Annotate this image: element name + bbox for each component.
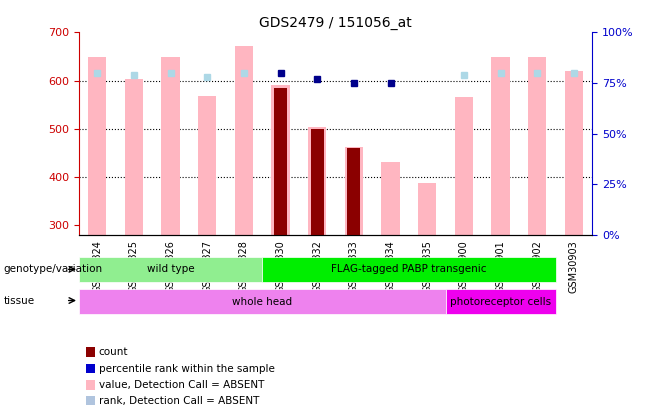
Bar: [198, 96, 216, 235]
Text: wild type: wild type: [147, 264, 194, 274]
FancyBboxPatch shape: [445, 289, 555, 314]
Text: count: count: [99, 347, 128, 357]
Bar: [274, 88, 287, 235]
Bar: [492, 58, 510, 235]
FancyBboxPatch shape: [79, 257, 263, 282]
Bar: [235, 46, 253, 235]
Bar: [382, 162, 399, 235]
Text: genotype/variation: genotype/variation: [3, 264, 103, 274]
Text: whole head: whole head: [232, 297, 292, 307]
Text: value, Detection Call = ABSENT: value, Detection Call = ABSENT: [99, 380, 264, 390]
Bar: [528, 58, 546, 235]
Title: GDS2479 / 151056_at: GDS2479 / 151056_at: [259, 16, 412, 30]
Bar: [418, 183, 436, 235]
Bar: [565, 71, 583, 235]
Bar: [311, 129, 324, 235]
Bar: [88, 58, 107, 235]
Bar: [455, 98, 473, 235]
FancyBboxPatch shape: [79, 289, 445, 314]
Text: percentile rank within the sample: percentile rank within the sample: [99, 364, 274, 373]
Bar: [161, 58, 180, 235]
Bar: [345, 147, 363, 235]
Bar: [125, 79, 143, 235]
Text: rank, Detection Call = ABSENT: rank, Detection Call = ABSENT: [99, 396, 259, 405]
Text: photoreceptor cells: photoreceptor cells: [450, 297, 551, 307]
Text: FLAG-tagged PABP transgenic: FLAG-tagged PABP transgenic: [331, 264, 487, 274]
Bar: [308, 128, 326, 235]
Bar: [271, 85, 290, 235]
Bar: [347, 148, 361, 235]
FancyBboxPatch shape: [263, 257, 555, 282]
Text: tissue: tissue: [3, 296, 34, 305]
